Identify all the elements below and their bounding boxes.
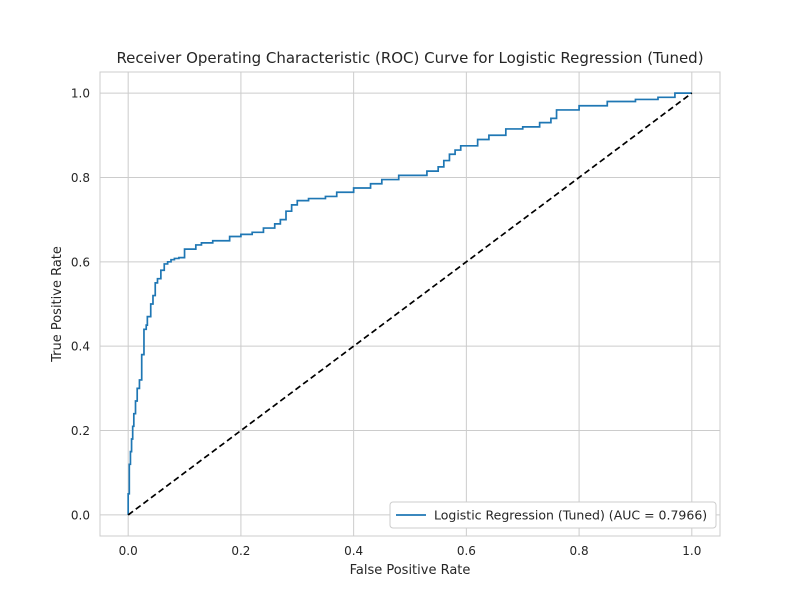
x-axis-label: False Positive Rate <box>350 563 471 578</box>
x-tick-label: 0.0 <box>119 544 138 558</box>
roc-curve-line <box>127 92 692 515</box>
y-tick-label: 0.4 <box>71 340 90 354</box>
x-tick-label: 0.8 <box>570 544 589 558</box>
x-tick-label: 1.0 <box>682 544 701 558</box>
series-layer <box>127 92 693 516</box>
x-tick-label: 0.6 <box>457 544 476 558</box>
x-tick-label: 0.4 <box>344 544 363 558</box>
chart-title: Receiver Operating Characteristic (ROC) … <box>116 49 703 67</box>
y-tick-label: 0.0 <box>71 508 90 522</box>
legend-entry-roc: Logistic Regression (Tuned) (AUC = 0.796… <box>434 508 707 523</box>
legend: Logistic Regression (Tuned) (AUC = 0.796… <box>389 501 717 529</box>
y-axis-label: True Positive Rate <box>50 246 65 363</box>
x-tick-label: 0.2 <box>231 544 250 558</box>
y-tick-label: 0.6 <box>71 255 90 269</box>
y-tick-label: 0.2 <box>71 424 90 438</box>
chance-diagonal-line <box>127 92 693 516</box>
tick-labels: 0.0 0.2 0.4 0.6 0.8 1.0 0.0 0.2 0.4 0.6 0.8 1.0 <box>71 87 701 558</box>
y-tick-label: 0.8 <box>71 171 90 185</box>
y-tick-label: 1.0 <box>71 87 90 101</box>
legend-box <box>389 501 717 529</box>
